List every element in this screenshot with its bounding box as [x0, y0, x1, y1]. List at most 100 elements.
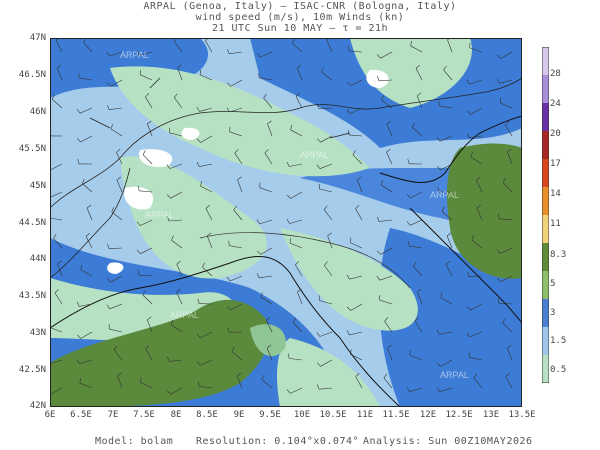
footer-resolution: Resolution: 0.104°x0.074° [196, 436, 360, 447]
wind-barb [50, 191, 63, 198]
wind-barb [139, 51, 153, 56]
wind-barb-flag [347, 129, 350, 135]
wind-barb-flag [226, 82, 231, 87]
wind-zone-green-adriatic [447, 143, 522, 279]
wind-barb-flag [321, 67, 324, 73]
wind-zone-white-5 [107, 262, 124, 274]
wind-barb-flag [507, 148, 512, 153]
wind-zone-white-4 [181, 127, 200, 140]
wind-barb [267, 123, 273, 137]
colorbar-label: 20 [550, 129, 561, 139]
wind-barb [292, 43, 303, 53]
wind-barb [117, 375, 123, 389]
wind-barb [229, 131, 243, 137]
wind-barb-flag [57, 260, 62, 265]
wind-barb [409, 219, 423, 226]
wind-barb [169, 359, 183, 362]
wind-barb-flag [147, 120, 152, 125]
wind-barb [231, 351, 243, 361]
wind-barb [259, 219, 273, 225]
wind-barb-flag [502, 178, 506, 183]
wind-barb [440, 163, 453, 171]
wind-barb-flag [81, 178, 85, 184]
wind-barb-flag [417, 288, 422, 293]
wind-barb-flag [142, 290, 146, 296]
wind-barb [319, 331, 333, 337]
wind-barb [205, 40, 213, 53]
wind-barb [415, 68, 423, 81]
wind-zone-lightgreen-tuscany [250, 324, 286, 357]
wind-barb [379, 275, 393, 281]
wind-barb-flag [86, 204, 92, 209]
wind-barb [349, 331, 363, 336]
wind-barb [381, 99, 393, 109]
wind-barb-flag [316, 362, 321, 367]
wind-barb [142, 154, 153, 165]
colorbar-label: 17 [550, 159, 561, 169]
wind-barb [230, 303, 243, 311]
wind-barb [321, 71, 333, 81]
wind-barb [260, 247, 273, 255]
lat-label: 42N [29, 401, 46, 411]
wind-barb [379, 299, 393, 305]
wind-barb [446, 235, 453, 249]
wind-barb-flag [256, 53, 261, 58]
lon-label: 6E [44, 410, 56, 420]
wind-barb [500, 51, 513, 59]
wind-barb [54, 292, 63, 305]
wind-barb [109, 107, 123, 110]
wind-speed-map[interactable]: ARPAL ARPAL ARPAL ARPAL ARPAL ARPAL [50, 38, 522, 407]
wind-barb-flag [288, 353, 290, 359]
wind-barb-flag [376, 54, 381, 59]
wind-barb [470, 107, 483, 115]
wind-barb [500, 247, 513, 254]
wind-barb-flag [166, 390, 171, 395]
wind-barb-flag [226, 276, 231, 282]
wind-barb-flag [346, 274, 350, 280]
wind-barb [52, 99, 63, 109]
wind-barb-flag [415, 64, 420, 69]
wind-barb [80, 269, 93, 277]
wind-barb [234, 153, 243, 165]
wind-barb-flag [76, 334, 81, 339]
wind-barb-flag [256, 250, 261, 255]
wind-barb [113, 349, 123, 361]
wind-barb-flag [295, 92, 300, 97]
wind-barb [383, 377, 393, 389]
wind-barb [297, 291, 303, 305]
wind-barb [379, 219, 393, 222]
wind-barb [237, 179, 243, 193]
wind-barb [200, 359, 213, 366]
wind-barb [199, 74, 213, 81]
wind-barb [445, 264, 453, 277]
wind-barb [259, 187, 273, 193]
wind-barb [50, 327, 63, 333]
wind-barb-flag [346, 330, 350, 336]
wind-barb [469, 331, 483, 338]
wind-barb [147, 123, 153, 137]
wind-barb-flag [466, 332, 471, 338]
wind-barb [199, 163, 213, 167]
wind-barb [350, 242, 363, 249]
wind-barb [380, 51, 393, 59]
wind-barb-flag [466, 110, 471, 115]
wind-barb [469, 135, 483, 139]
wind-barb [170, 191, 183, 199]
wind-barb-flag [496, 54, 501, 59]
colorbar-segment [542, 299, 549, 328]
wind-barb [320, 359, 333, 367]
wind-barb [142, 294, 153, 305]
wind-barb [348, 134, 363, 137]
wind-barb-flag [352, 150, 356, 155]
wind-barb-flag [323, 205, 328, 210]
wind-barb-flag [383, 373, 388, 379]
wind-barb [292, 322, 303, 333]
wind-barb-flag [443, 65, 447, 71]
wind-barb [261, 379, 273, 389]
colorbar-segment [542, 187, 549, 216]
wind-barb [108, 247, 123, 249]
wind-barb [56, 67, 63, 81]
wind-barb-flag [231, 346, 235, 352]
wind-barb-flag [53, 233, 57, 239]
wind-barb [85, 236, 93, 249]
